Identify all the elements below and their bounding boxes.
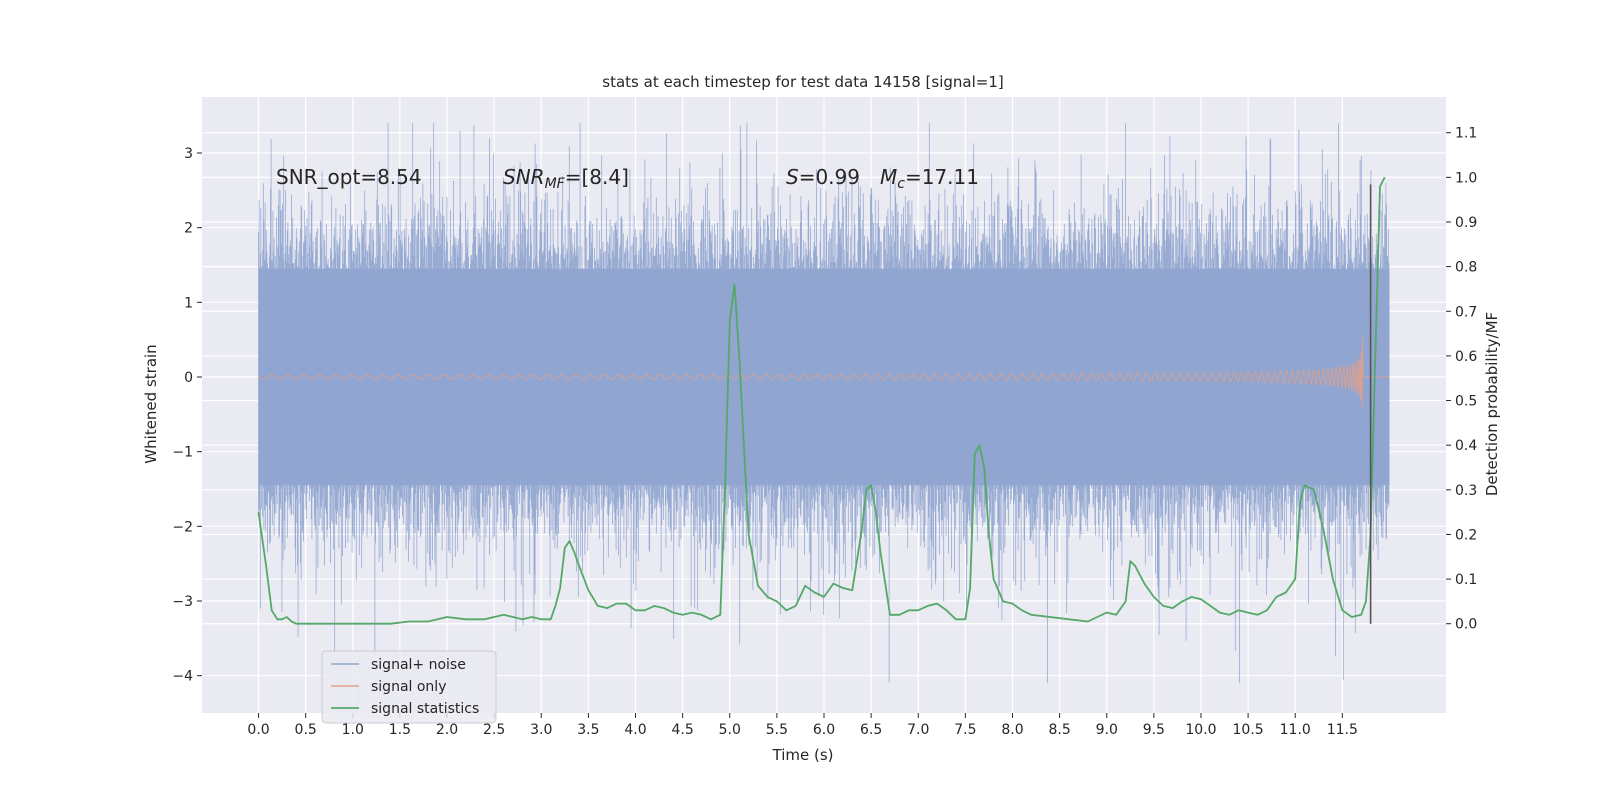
y-right-tick-label: 0.9 (1455, 215, 1477, 231)
y-right-tick-label: 0.1 (1455, 572, 1477, 588)
x-tick-label: 3.0 (530, 722, 552, 738)
y-right-tick-label: 0.2 (1455, 527, 1477, 543)
annotation-snr-mf-sub: MF (545, 176, 566, 192)
y-axis-left-ticks: 3 2 1 0 −1 −2 −3 −4 (172, 146, 202, 685)
y-right-tick-label: 0.3 (1455, 483, 1477, 499)
x-tick-label: 0.5 (295, 722, 317, 738)
annotation-s-value: =0.99 (799, 165, 860, 189)
legend: signal+ noise signal only signal statist… (321, 650, 497, 724)
y-axis-right-ticks: 1.1 1.0 0.9 0.8 0.7 0.6 0.5 0.4 0.3 0.2 0.1 0.0 (1446, 126, 1477, 633)
x-tick-label: 2.5 (483, 722, 505, 738)
x-tick-label: 8.5 (1048, 722, 1070, 738)
y-right-tick-label: 1.0 (1455, 170, 1477, 186)
x-tick-label: 3.5 (577, 722, 599, 738)
x-tick-label: 10.5 (1233, 722, 1264, 738)
y-left-tick-label: 1 (184, 295, 193, 311)
annotation-s: S=0.99 (786, 165, 860, 189)
x-axis-label: Time (s) (772, 746, 834, 764)
annotation-mc-value: =17.11 (905, 165, 979, 189)
x-tick-label: 9.0 (1096, 722, 1118, 738)
x-tick-label: 5.5 (766, 722, 788, 738)
y-left-tick-label: 0 (184, 370, 193, 386)
x-tick-label: 0.0 (247, 722, 269, 738)
y-right-tick-label: 0.4 (1455, 438, 1477, 454)
y-left-tick-label: −4 (172, 669, 193, 685)
y-right-tick-label: 1.1 (1455, 126, 1477, 142)
x-tick-label: 8.0 (1001, 722, 1023, 738)
y-left-tick-label: 3 (184, 146, 193, 162)
annotation-mc-sub: c (897, 176, 905, 192)
x-tick-label: 6.5 (860, 722, 882, 738)
x-tick-label: 5.0 (719, 722, 741, 738)
y-left-tick-label: −2 (172, 519, 193, 535)
annotation-snr-mf-main: SNR (503, 165, 545, 189)
series-signal-only (258, 336, 1390, 408)
legend-label-signal-only: signal only (371, 679, 446, 695)
x-tick-label: 6.0 (813, 722, 835, 738)
series-signal-statistics (257, 176, 1386, 625)
x-axis-ticks: 0.0 0.5 1.0 1.5 2.0 2.5 3.0 3.5 4.0 4.5 5.0 5.5 6.0 6… (247, 713, 1358, 738)
x-tick-label: 1.5 (389, 722, 411, 738)
y-left-tick-label: 2 (184, 221, 193, 237)
annotation-snr-mf-value: =[8.4] (565, 165, 629, 189)
legend-label-signal-noise: signal+ noise (371, 657, 466, 673)
y-axis-left-label: Whitened strain (142, 344, 160, 463)
x-tick-label: 1.0 (342, 722, 364, 738)
y-left-tick-label: −1 (172, 445, 193, 461)
y-left-tick-label: −3 (172, 594, 193, 610)
y-right-tick-label: 0.0 (1455, 617, 1477, 633)
x-tick-label: 4.5 (672, 722, 694, 738)
y-right-tick-label: 0.8 (1455, 260, 1477, 276)
annotation-mc: Mc=17.11 (880, 165, 979, 192)
chart-title: stats at each timestep for test data 141… (602, 73, 1003, 91)
signal-chirp-trace (258, 336, 1390, 408)
y-axis-right-label: Detection probability/MF (1483, 312, 1501, 496)
x-tick-label: 4.0 (624, 722, 646, 738)
y-right-tick-label: 0.6 (1455, 349, 1477, 365)
x-tick-label: 9.5 (1143, 722, 1165, 738)
y-right-tick-label: 0.5 (1455, 394, 1477, 410)
annotation-snr-opt: SNR_opt=8.54 (276, 165, 422, 189)
legend-label-signal-statistics: signal statistics (371, 701, 479, 717)
legend-box (321, 650, 497, 724)
x-tick-label: 11.5 (1327, 722, 1358, 738)
x-tick-label: 2.0 (436, 722, 458, 738)
annotation-s-main: S (786, 165, 799, 189)
annotation-snr-mf: SNRMF=[8.4] (503, 165, 629, 192)
x-tick-label: 11.0 (1280, 722, 1311, 738)
x-tick-label: 7.0 (907, 722, 929, 738)
annotation-mc-main: M (880, 165, 897, 189)
x-tick-label: 10.0 (1185, 722, 1216, 738)
x-tick-label: 7.5 (954, 722, 976, 738)
statistics-line (257, 176, 1386, 625)
y-right-tick-label: 0.7 (1455, 304, 1477, 320)
noise-trace (258, 123, 1390, 684)
